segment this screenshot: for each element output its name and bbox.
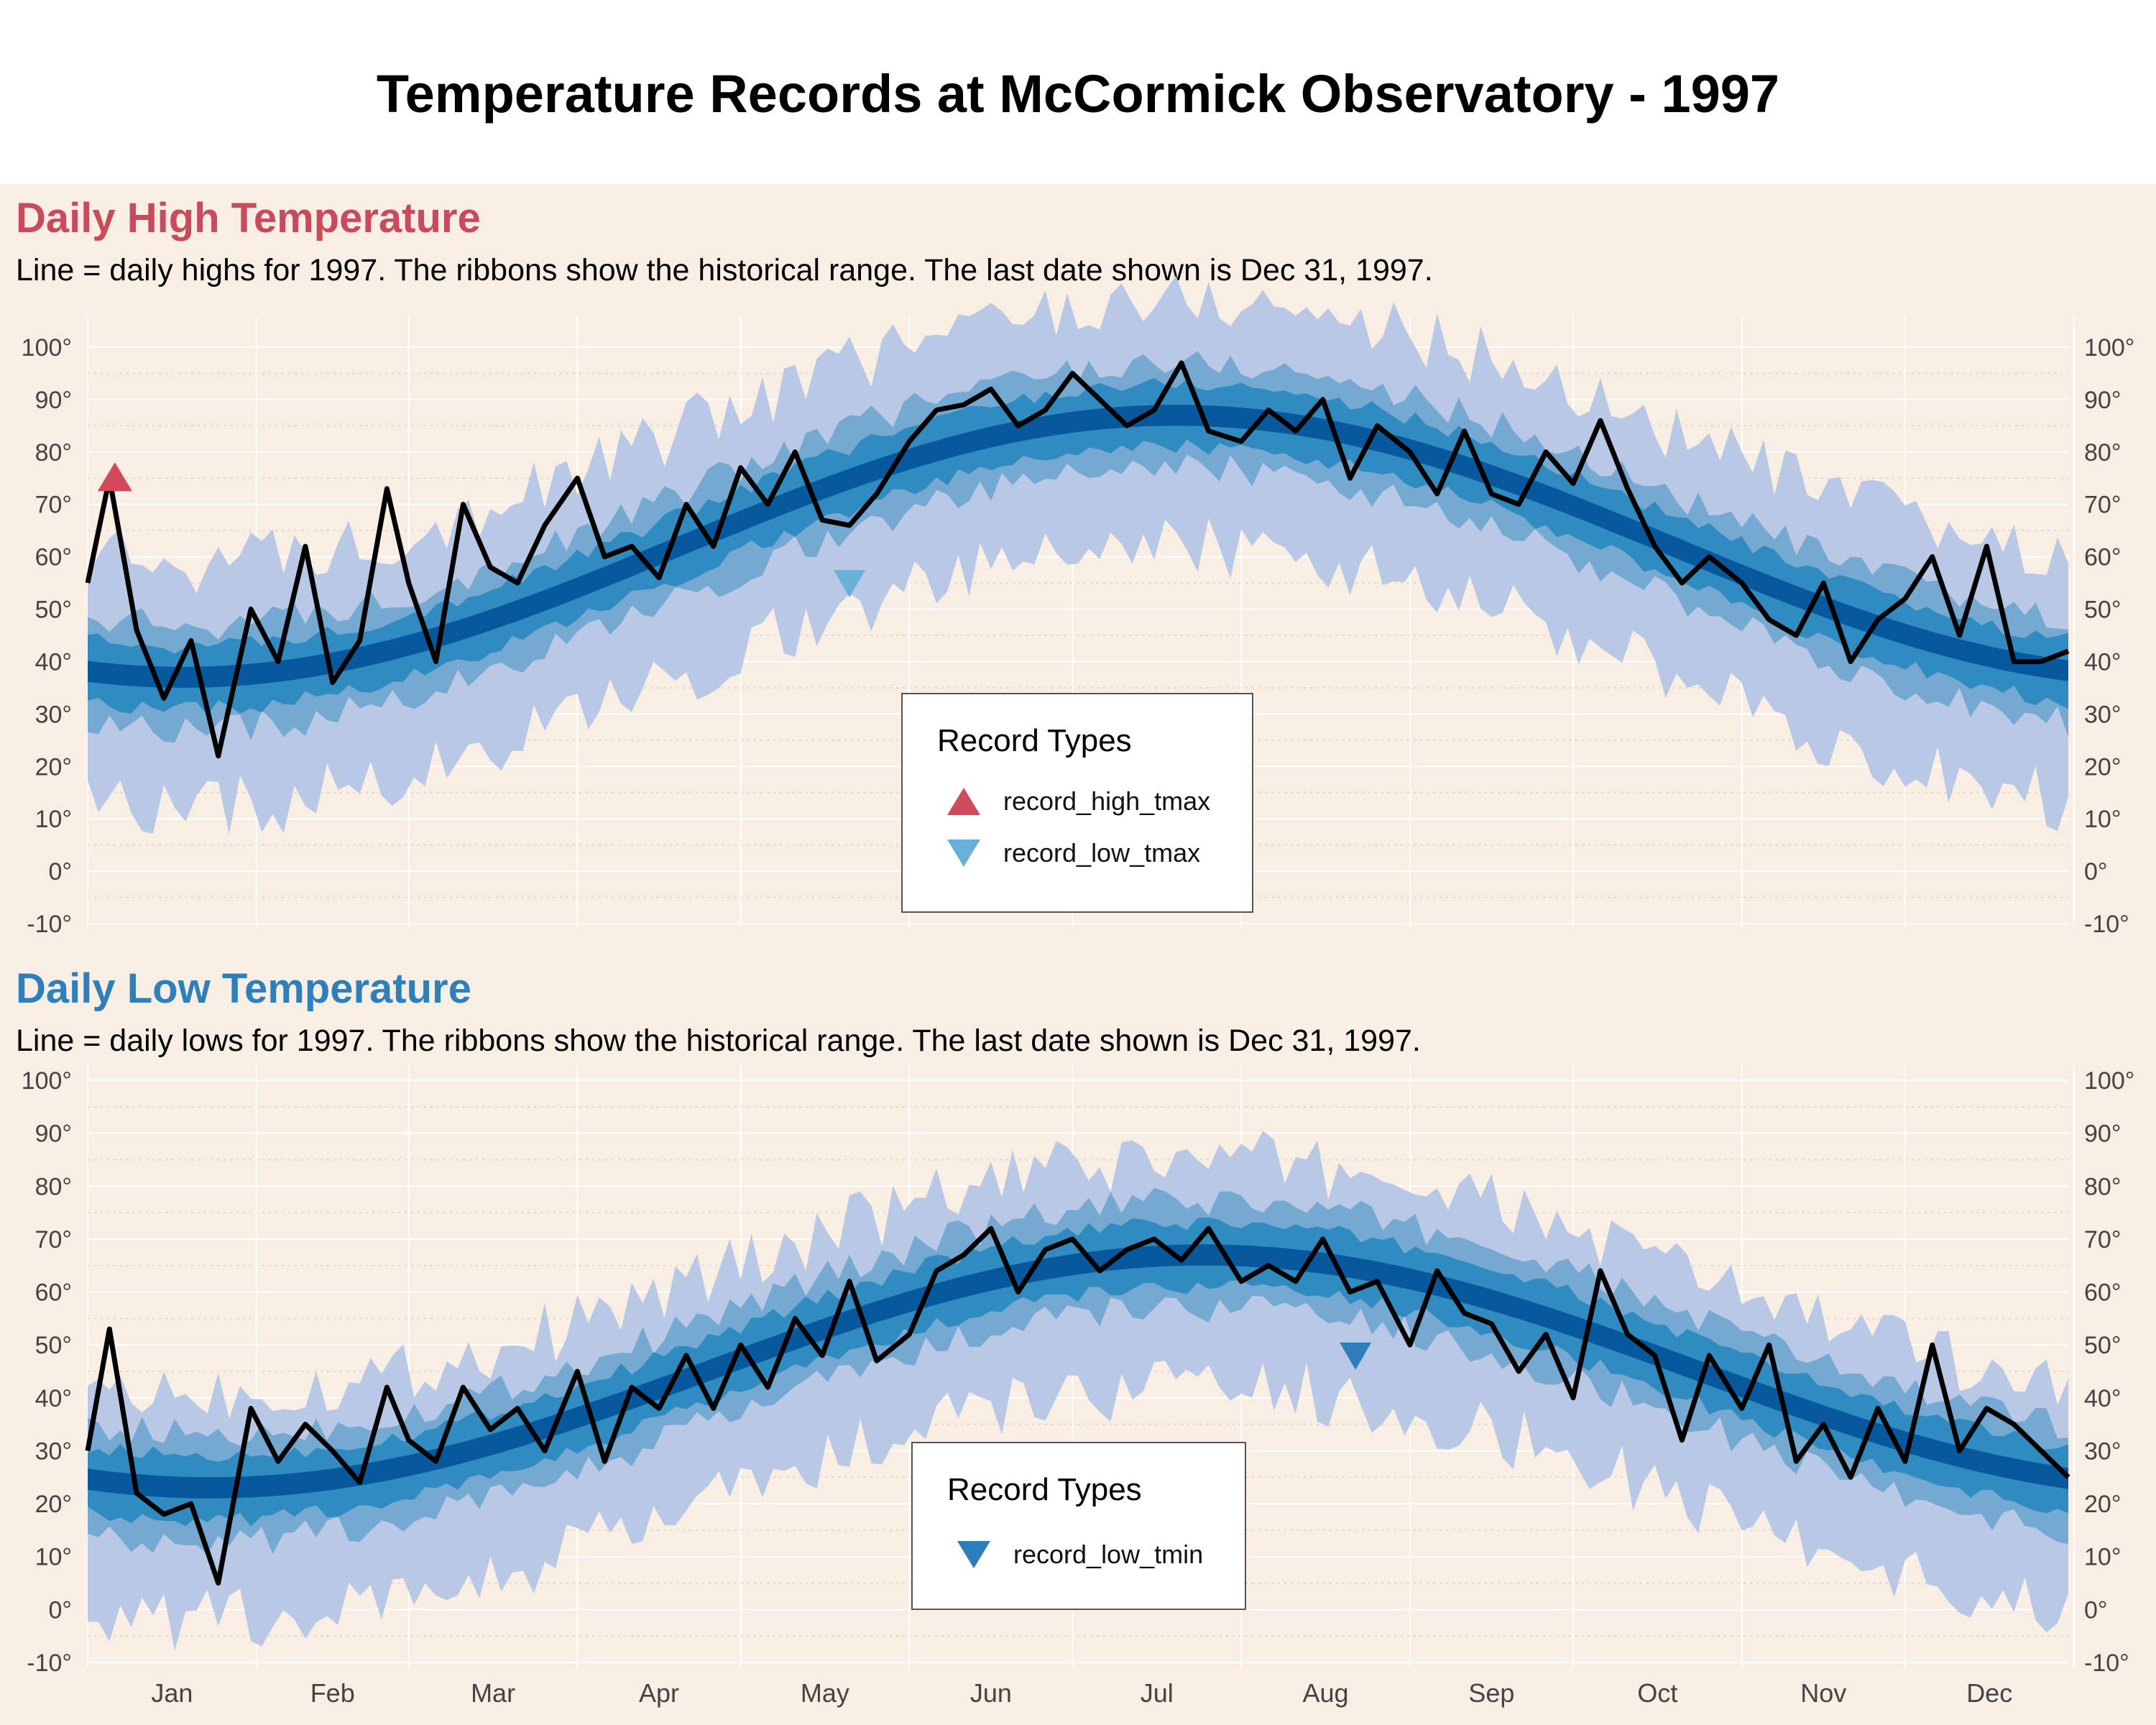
y-tick-label-left: 100° [22, 334, 72, 362]
y-tick-label-left: 70° [35, 492, 72, 519]
legend-label: record_low_tmin [1013, 1540, 1204, 1569]
y-tick-label-left: 30° [35, 701, 72, 728]
ribbon-mid-range [88, 1218, 2068, 1527]
x-tick-label-month: Sep [1468, 1678, 1514, 1708]
ribbon-outer-range [88, 351, 2068, 743]
triangle-down-icon [957, 1541, 990, 1568]
y-tick-label-right: 80° [2084, 439, 2121, 466]
x-tick-label-month: Dec [1966, 1678, 2012, 1708]
y-tick-label-left: 50° [35, 597, 72, 624]
y-tick-label-right: 60° [2084, 1279, 2121, 1307]
x-tick-label-month: May [801, 1678, 849, 1708]
ribbon-record-range [88, 275, 2068, 834]
y-tick-label-left: 100° [22, 1067, 72, 1095]
triangle-down-icon [947, 840, 980, 867]
y-tick-label-right: 90° [2084, 1121, 2121, 1148]
low-panel-subtitle: Line = daily lows for 1997. The ribbons … [16, 1024, 1421, 1058]
y-tick-label-right: 100° [2084, 1067, 2134, 1095]
y-tick-label-right: 30° [2084, 701, 2121, 728]
y-tick-label-right: 10° [2084, 806, 2121, 833]
y-tick-label-right: 60° [2084, 544, 2121, 571]
legend-label: record_high_tmax [1003, 786, 1211, 816]
y-tick-label-left: 50° [35, 1332, 72, 1359]
y-tick-label-left: 90° [35, 1121, 72, 1148]
x-tick-label-month: Nov [1800, 1678, 1846, 1708]
y-tick-label-right: 40° [2084, 648, 2121, 676]
ribbon-outer-range [88, 1187, 2068, 1555]
y-tick-label-left: 10° [35, 1544, 72, 1571]
x-tick-label-month: Apr [639, 1678, 679, 1708]
legend-label: record_low_tmax [1003, 838, 1201, 868]
y-tick-label-right: 10° [2084, 1544, 2121, 1571]
low-legend-title: Record Types [947, 1472, 1142, 1507]
y-tick-label-right: 80° [2084, 1173, 2121, 1200]
main-title: Temperature Records at McCormick Observa… [376, 64, 1780, 124]
y-tick-label-left: 70° [35, 1226, 72, 1254]
x-tick-label-month: Mar [471, 1678, 515, 1708]
record-marker-record-high-tmax [97, 462, 132, 492]
y-tick-label-left: 40° [35, 1385, 72, 1412]
y-tick-label-right: 30° [2084, 1438, 2121, 1465]
y-tick-label-left: 20° [35, 753, 72, 781]
y-tick-label-right: 20° [2084, 753, 2121, 781]
y-tick-label-right: 50° [2084, 1332, 2121, 1359]
high-panel-subtitle: Line = daily highs for 1997. The ribbons… [16, 253, 1433, 288]
y-tick-label-right: 40° [2084, 1385, 2121, 1412]
x-tick-label-month: Feb [310, 1678, 355, 1708]
y-tick-label-right: -10° [2084, 911, 2129, 938]
low-panel-title: Daily Low Temperature [16, 965, 471, 1012]
y-tick-label-right: -10° [2084, 1650, 2129, 1677]
low-legend: Record Types record_low_tmin [911, 1442, 1246, 1610]
y-tick-label-left: 80° [35, 1173, 72, 1200]
x-tick-label-month: Aug [1302, 1678, 1348, 1708]
y-tick-label-left: -10° [27, 1650, 72, 1677]
x-tick-label-month: Jul [1141, 1678, 1174, 1708]
y-tick-label-left: -10° [27, 911, 72, 938]
triangle-up-icon [947, 788, 980, 815]
record-marker-record-low-tmax [834, 570, 865, 598]
y-tick-label-right: 0° [2084, 858, 2108, 886]
ribbon-record-range [88, 1131, 2068, 1651]
y-tick-label-right: 70° [2084, 492, 2121, 519]
x-tick-label-month: Jan [151, 1678, 193, 1708]
y-tick-label-left: 10° [35, 806, 72, 833]
ribbon-inner-range [88, 405, 2068, 688]
y-tick-label-right: 70° [2084, 1226, 2121, 1254]
high-legend: Record Types record_high_tmax record_low… [901, 693, 1253, 913]
y-tick-label-left: 80° [35, 439, 72, 466]
high-panel-title: Daily High Temperature [16, 195, 481, 242]
data-line [85, 1225, 2070, 1586]
y-tick-label-left: 40° [35, 648, 72, 676]
y-tick-label-left: 60° [35, 1279, 72, 1307]
y-tick-label-left: 0° [48, 858, 72, 886]
data-line [85, 360, 2070, 759]
y-tick-label-right: 0° [2084, 1596, 2108, 1624]
y-tick-label-right: 100° [2084, 334, 2134, 362]
high-legend-title: Record Types [937, 723, 1132, 758]
y-tick-label-right: 50° [2084, 597, 2121, 624]
record-marker-record-low-tmin [1340, 1342, 1372, 1370]
y-tick-label-left: 20° [35, 1491, 72, 1518]
x-tick-label-month: Jun [970, 1678, 1012, 1708]
x-tick-label-month: Oct [1637, 1678, 1677, 1708]
y-tick-label-left: 90° [35, 387, 72, 414]
y-tick-label-left: 0° [48, 1596, 72, 1624]
y-tick-label-left: 30° [35, 1438, 72, 1465]
y-tick-label-right: 20° [2084, 1491, 2121, 1518]
y-tick-label-right: 90° [2084, 387, 2121, 414]
ribbon-inner-range [88, 1244, 2068, 1499]
y-tick-label-left: 60° [35, 544, 72, 571]
